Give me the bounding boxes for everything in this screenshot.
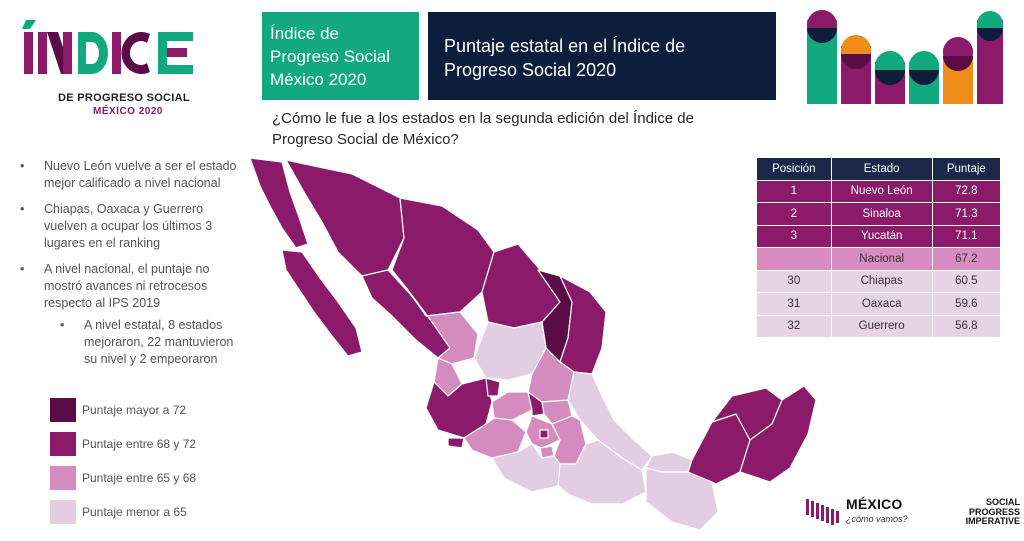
legend-swatch [50, 398, 76, 422]
logo-subtitle: DE PROGRESO SOCIAL [58, 92, 190, 104]
table-cell-position: 31 [756, 292, 832, 316]
table-header-state: Estado [830, 157, 933, 181]
table-cell-position: 1 [756, 179, 832, 203]
table-cell-score: 72.8 [931, 179, 1002, 203]
mexico-como-vamos-logo: MÉXICO ¿cómo vamos? [806, 495, 926, 527]
table-cell-position: 3 [756, 224, 832, 248]
state-jalisco [425, 377, 493, 439]
table-cell-score: 56.8 [931, 314, 1002, 338]
logo-year: MÉXICO 2020 [93, 106, 163, 117]
slide-question-line2: Progreso Social de México? [272, 131, 459, 148]
table-cell-state: Sinaloa [830, 202, 933, 226]
mexico-choropleth-map [249, 157, 817, 531]
slide-question: ¿Cómo le fue a los estados en la segunda… [272, 108, 742, 150]
indice-wordmark-icon [22, 20, 193, 74]
state-chiapas [645, 467, 719, 531]
header-slide-title-line1: Puntaje estatal en el Índice de [444, 36, 686, 56]
finding-national: A nivel nacional, el puntaje no mostró a… [8, 261, 246, 312]
indice-logo: DE PROGRESO SOCIAL MÉXICO 2020 [18, 14, 218, 117]
state-tabasco [645, 451, 693, 473]
table-header-position: Posición [756, 157, 832, 181]
table-cell-state: Chiapas [830, 269, 933, 293]
spi-line2: PROGRESS [968, 506, 1020, 517]
legend-swatch [50, 500, 76, 524]
table-row-national: Nacional 67.2 [756, 247, 1002, 271]
table-cell-position [756, 247, 832, 271]
table-row: 2 Sinaloa 71.3 [756, 202, 1002, 226]
state-oaxaca [557, 439, 647, 505]
finding-bottom-states: Chiapas, Oaxaca y Guerrero vuelven a ocu… [8, 201, 246, 252]
state-guerrero [491, 443, 561, 493]
header-index-title-line2: Progreso Social [270, 47, 391, 66]
social-progress-imperative-logo: SOCIAL PROGRESS IMPERATIVE [942, 497, 1020, 527]
table-row: 31 Oaxaca 59.6 [756, 292, 1002, 316]
state-baja-california [249, 157, 309, 249]
table-cell-state: Nacional [830, 247, 933, 271]
mexico-como-vamos-bars-icon [806, 499, 839, 525]
ranking-table: Posición Estado Puntaje 1 Nuevo León 72.… [756, 157, 1002, 338]
table-header-row: Posición Estado Puntaje [756, 157, 1002, 181]
header-slide-title-line2: Progreso Social 2020 [444, 60, 617, 80]
decorative-bars-icon [807, 10, 1003, 104]
table-row: 1 Nuevo León 72.8 [756, 179, 1002, 203]
legend-label: Puntaje entre 65 y 68 [82, 471, 197, 485]
table-cell-position: 2 [756, 202, 832, 226]
legend-swatch [50, 432, 76, 456]
slide-question-line1: ¿Cómo le fue a los estados en la segunda… [272, 110, 694, 127]
table-cell-state: Nuevo León [830, 179, 933, 203]
legend-swatch [50, 466, 76, 490]
table-cell-state: Oaxaca [830, 292, 933, 316]
state-quintana-roo [739, 385, 817, 483]
header-index-title: Índice de Progreso Social México 2020 [262, 12, 419, 100]
table-cell-position: 30 [756, 269, 832, 293]
state-cdmx [539, 429, 549, 439]
state-aguascalientes [485, 377, 501, 397]
spi-line3: IMPERATIVE [965, 516, 1020, 526]
table-cell-score: 67.2 [931, 247, 1002, 271]
spi-line1: SOCIAL [985, 497, 1020, 507]
table-cell-state: Guerrero [830, 314, 933, 338]
key-findings-list: Nuevo León vuelve a ser el estado mejor … [8, 158, 246, 368]
legend-label: Puntaje menor a 65 [82, 505, 187, 519]
header-index-title-line3: México 2020 [270, 70, 367, 89]
finding-state-changes: A nivel estatal, 8 estados mejoraron, 22… [8, 317, 246, 368]
finding-nuevo-leon: Nuevo León vuelve a ser el estado mejor … [8, 158, 246, 192]
table-cell-state: Yucatán [830, 224, 933, 248]
legend-label: Puntaje entre 68 y 72 [82, 437, 197, 451]
state-veracruz [567, 371, 653, 471]
table-row: 32 Guerrero 56.8 [756, 314, 1002, 338]
state-baja-california-sur [281, 249, 363, 357]
table-cell-score: 71.3 [931, 202, 1002, 226]
table-cell-score: 60.5 [931, 269, 1002, 293]
state-queretaro [527, 391, 545, 417]
state-durango [407, 289, 479, 365]
header-slide-title: Puntaje estatal en el Índice de Progreso… [428, 12, 776, 100]
mexico-logo-name: MÉXICO [846, 496, 903, 512]
state-colima [447, 437, 465, 449]
header-index-title-line1: Índice de [270, 24, 339, 43]
table-row: 3 Yucatán 71.1 [756, 224, 1002, 248]
state-campeche [687, 413, 751, 485]
table-cell-score: 59.6 [931, 292, 1002, 316]
table-cell-position: 32 [756, 314, 832, 338]
legend-label: Puntaje mayor a 72 [82, 403, 187, 417]
table-row: 30 Chiapas 60.5 [756, 269, 1002, 293]
mexico-logo-tagline: ¿cómo vamos? [846, 514, 908, 524]
table-cell-score: 71.1 [931, 224, 1002, 248]
table-header-score: Puntaje [931, 157, 1002, 181]
